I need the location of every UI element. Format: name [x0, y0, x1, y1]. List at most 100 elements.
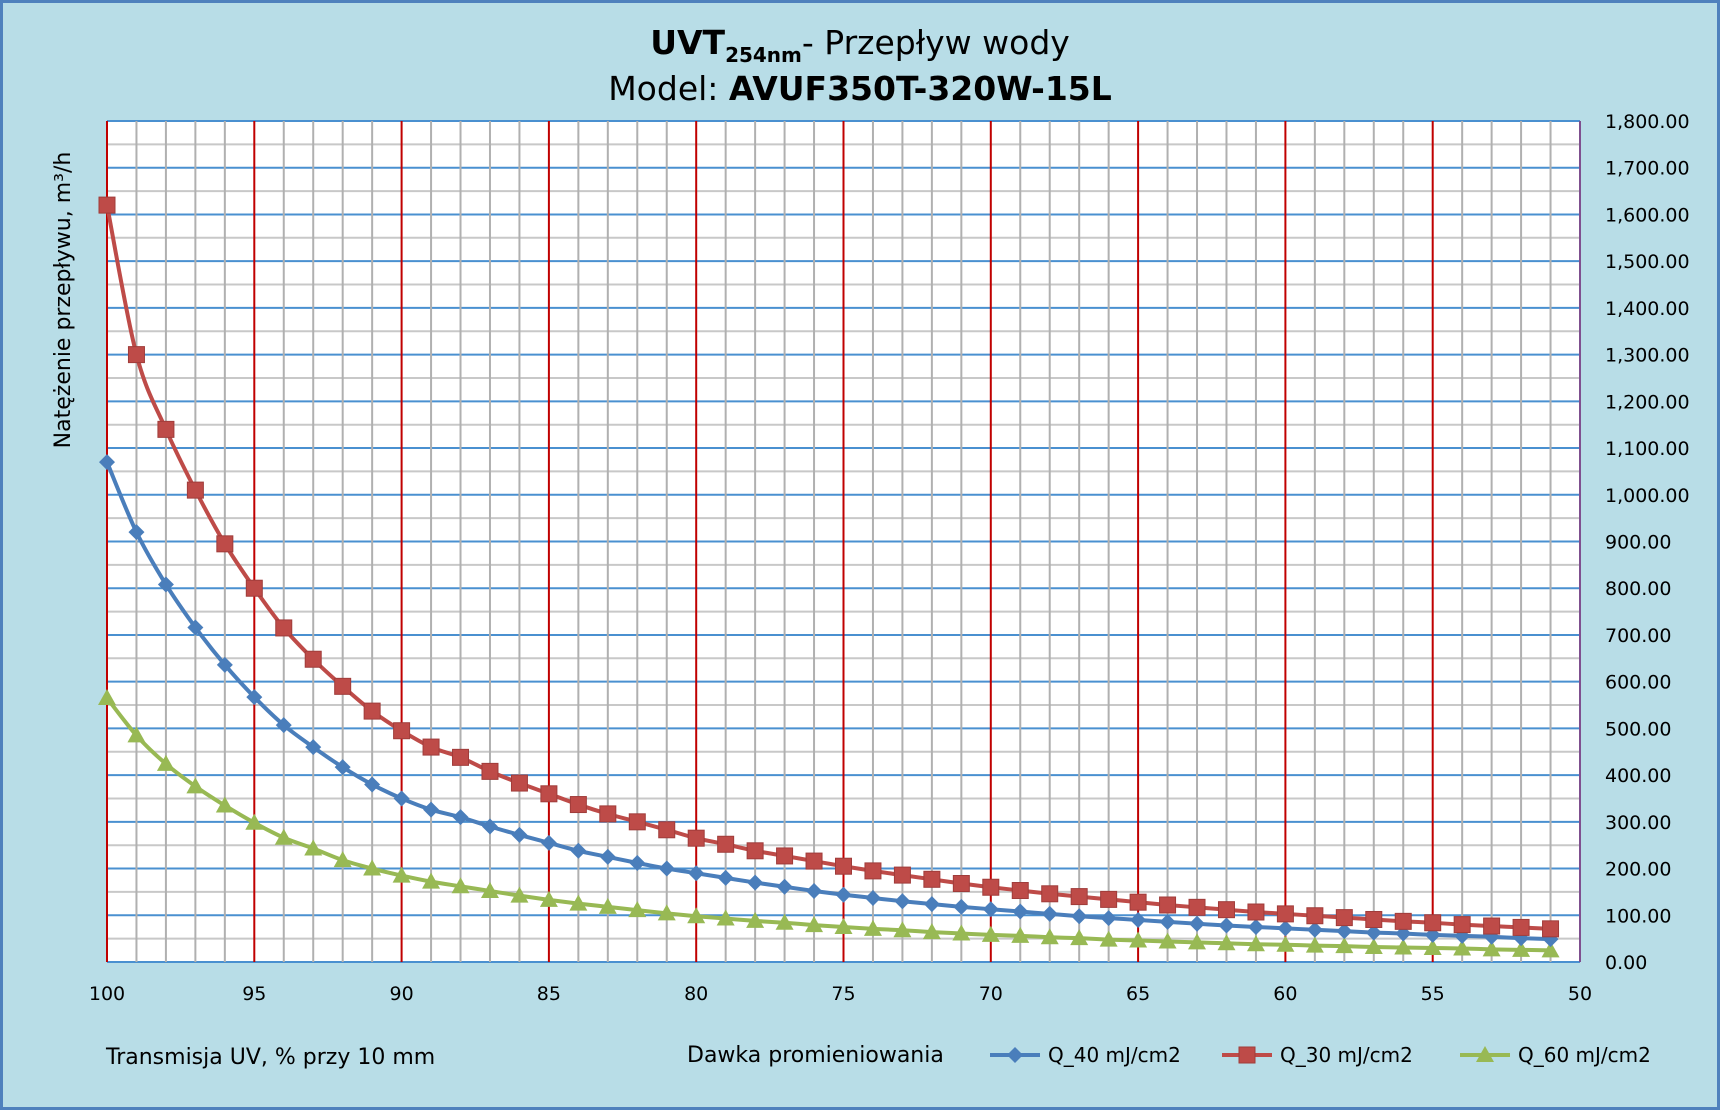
- data-point: [246, 689, 263, 706]
- data-point: [953, 898, 970, 915]
- data-point: [1217, 901, 1235, 919]
- data-point: [451, 877, 470, 894]
- data-point: [893, 921, 912, 938]
- data-point: [687, 907, 706, 924]
- data-point: [747, 874, 764, 891]
- legend-marker-triangle-icon: [1476, 1046, 1494, 1062]
- y-tick-label: 200.00: [1605, 859, 1671, 881]
- x-tick-label: 55: [1421, 983, 1445, 1005]
- data-point: [1541, 941, 1560, 958]
- data-point: [452, 748, 470, 766]
- data-point: [540, 834, 557, 851]
- data-point: [1542, 920, 1560, 938]
- data-point: [540, 785, 558, 803]
- data-point: [363, 702, 381, 720]
- data-point: [1011, 926, 1030, 943]
- data-point: [304, 839, 323, 856]
- series-square: [98, 196, 1560, 938]
- data-point: [1188, 898, 1206, 916]
- data-point: [1158, 932, 1177, 949]
- data-point: [835, 857, 852, 875]
- model-label: Model:: [608, 69, 729, 108]
- data-point: [1335, 909, 1353, 927]
- data-point: [599, 805, 617, 823]
- data-point: [864, 862, 882, 880]
- data-point: [717, 835, 735, 853]
- x-tick-label: 60: [1273, 983, 1297, 1005]
- y-tick-label: 400.00: [1605, 765, 1671, 787]
- y-tick-labels: 0.00 100.00 200.00 300.00 400.00 500.00 600.00…: [1605, 111, 1690, 974]
- y-tick-label: 1,000.00: [1605, 485, 1690, 507]
- data-point: [1071, 908, 1088, 925]
- data-point: [334, 677, 352, 695]
- x-tick-label: 85: [537, 983, 561, 1005]
- data-point: [128, 524, 145, 541]
- y-tick-label: 800.00: [1605, 578, 1671, 600]
- data-point: [1247, 903, 1265, 921]
- data-point: [687, 829, 705, 847]
- data-point: [1070, 929, 1089, 946]
- data-point: [982, 878, 1000, 896]
- title-rest: - Przepływ wody: [802, 23, 1070, 62]
- data-point: [423, 801, 440, 818]
- y-tick-label: 900.00: [1605, 532, 1671, 554]
- legend-item: Q_30 mJ/cm2: [1222, 1043, 1413, 1067]
- data-point: [1041, 885, 1059, 903]
- data-point: [805, 916, 824, 933]
- data-point: [628, 813, 646, 831]
- data-point: [1483, 917, 1501, 935]
- data-point: [481, 818, 498, 835]
- data-point: [480, 881, 499, 898]
- series-diamond: [99, 454, 1559, 948]
- data-point: [1365, 910, 1383, 928]
- x-tick-label: 90: [390, 983, 414, 1005]
- series-layer: [98, 196, 1560, 958]
- data-point: [1277, 920, 1294, 937]
- data-point: [275, 717, 292, 734]
- y-tick-label: 1,400.00: [1605, 298, 1690, 320]
- data-point: [629, 854, 646, 871]
- data-point: [1512, 918, 1530, 936]
- data-point: [716, 909, 735, 926]
- data-point: [452, 809, 469, 826]
- data-point: [127, 726, 146, 743]
- data-point: [274, 828, 293, 845]
- data-point: [628, 901, 647, 918]
- legend-marker-diamond-icon: [1007, 1047, 1023, 1063]
- data-point: [923, 896, 940, 913]
- data-point: [569, 796, 587, 814]
- x-axis-label: Transmisja UV, % przy 10 mm: [105, 1045, 435, 1070]
- y-tick-label: 1,700.00: [1605, 158, 1690, 180]
- data-point: [864, 889, 881, 906]
- data-point: [952, 924, 971, 941]
- data-point: [275, 619, 293, 637]
- x-tick-label: 95: [242, 983, 266, 1005]
- legend-marker-square-icon: [1238, 1046, 1256, 1064]
- data-point: [1276, 935, 1295, 952]
- data-point: [598, 897, 617, 914]
- data-point: [569, 894, 588, 911]
- y-tick-label: 300.00: [1605, 812, 1671, 834]
- data-point: [1217, 934, 1236, 951]
- model-name: AVUF350T-320W-15L: [729, 69, 1112, 108]
- data-point: [982, 901, 999, 918]
- data-point: [1482, 940, 1501, 957]
- data-point: [216, 535, 234, 553]
- data-point: [364, 776, 381, 793]
- data-point: [1336, 923, 1353, 940]
- data-point: [1306, 907, 1324, 925]
- data-point: [1512, 940, 1531, 957]
- data-point: [952, 875, 970, 893]
- data-point: [1129, 931, 1148, 948]
- data-point: [1011, 882, 1029, 900]
- data-point: [98, 196, 116, 214]
- legend-title: Dawka promieniowania: [687, 1043, 944, 1068]
- data-point: [1218, 917, 1235, 934]
- data-point: [1306, 921, 1323, 938]
- data-point: [1159, 896, 1177, 914]
- data-point: [746, 911, 765, 928]
- legend-label: Q_30 mJ/cm2: [1280, 1043, 1413, 1067]
- data-point: [1394, 938, 1413, 955]
- y-tick-label: 500.00: [1605, 718, 1671, 740]
- x-tick-label: 70: [979, 983, 1003, 1005]
